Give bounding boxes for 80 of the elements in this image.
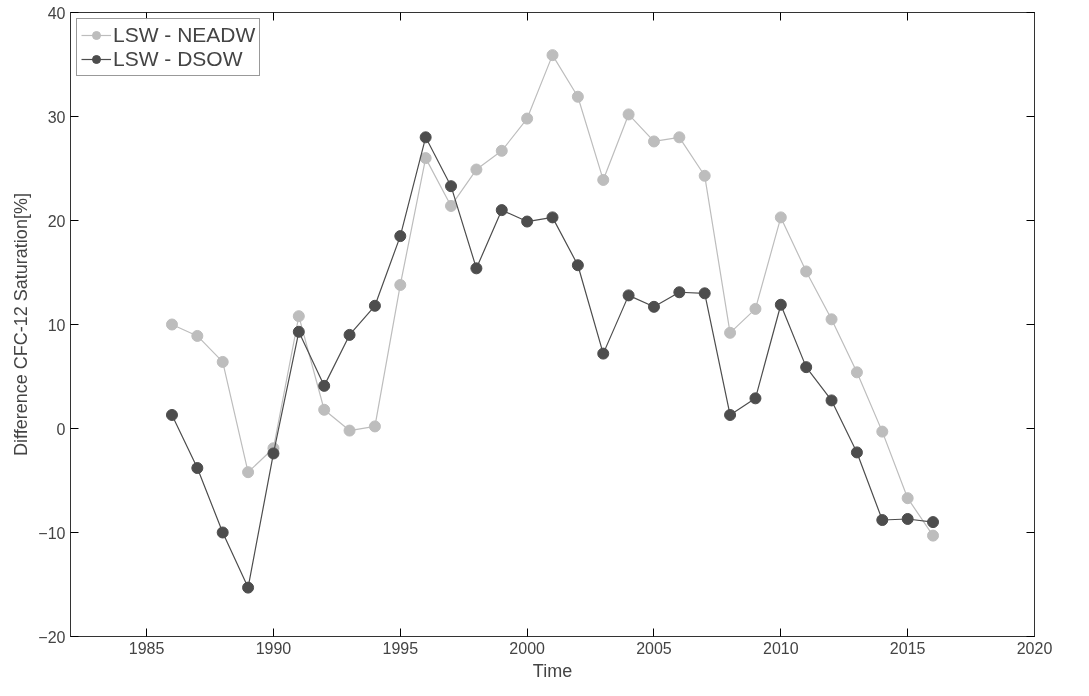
point [216, 355, 229, 368]
point [647, 300, 660, 313]
point [850, 366, 863, 379]
point [495, 204, 508, 217]
point [749, 392, 762, 405]
y-tick-label: −20 [38, 628, 66, 646]
x-tick-label: 2000 [509, 639, 546, 657]
y-tick-label: 30 [47, 108, 66, 126]
point [597, 173, 610, 186]
x-tick-label: 2005 [636, 639, 672, 657]
x-tick-label: 1985 [128, 639, 165, 657]
point [622, 108, 635, 121]
point [927, 516, 940, 529]
y-tick-label: 20 [47, 212, 66, 230]
point [318, 403, 331, 416]
point [368, 299, 381, 312]
point [800, 361, 813, 374]
point [191, 462, 204, 475]
legend-label: LSW - DSOW [113, 47, 243, 71]
point [774, 211, 787, 224]
y-axis-title: Difference CFC-12 Saturation[%] [11, 193, 32, 456]
point [495, 144, 508, 157]
point [470, 163, 483, 176]
x-tick-label: 2020 [1016, 639, 1053, 657]
point [673, 131, 686, 144]
point [546, 49, 559, 62]
point [622, 289, 635, 302]
point [876, 514, 889, 527]
point [470, 262, 483, 275]
point [165, 318, 178, 331]
point [571, 259, 584, 272]
point [825, 394, 838, 407]
point [698, 169, 711, 182]
point [191, 329, 204, 342]
y-tick-label: −10 [38, 524, 66, 542]
point [546, 211, 559, 224]
point [343, 424, 356, 437]
point [318, 379, 331, 392]
point [394, 230, 407, 243]
point [901, 492, 914, 505]
point [368, 420, 381, 433]
point [267, 447, 280, 460]
x-tick-label: 1990 [255, 639, 292, 657]
point [165, 408, 178, 421]
point [419, 152, 432, 165]
point [901, 512, 914, 525]
y-tick-label: 10 [47, 316, 66, 334]
point [242, 581, 255, 594]
point [292, 325, 305, 338]
point [292, 310, 305, 323]
point [521, 112, 534, 125]
point [394, 278, 407, 291]
point [927, 529, 940, 542]
point [597, 347, 610, 360]
point [419, 131, 432, 144]
x-axis-title: Time [532, 660, 573, 681]
point [774, 298, 787, 311]
x-tick-label: 2015 [889, 639, 926, 657]
point [445, 199, 458, 212]
point [647, 135, 660, 148]
point [673, 286, 686, 299]
point [343, 328, 356, 341]
point [216, 526, 229, 539]
point [698, 287, 711, 300]
point [876, 425, 889, 438]
point [571, 90, 584, 103]
x-tick-label: 1995 [382, 639, 419, 657]
y-tick-label: 40 [47, 4, 66, 22]
point [850, 446, 863, 459]
y-tick-label: 0 [56, 420, 66, 438]
x-tick-label: 2010 [763, 639, 799, 657]
point [242, 466, 255, 479]
point [445, 180, 458, 193]
legend-label: LSW - NEADW [113, 23, 256, 47]
point [724, 408, 737, 421]
point [521, 215, 534, 228]
point [800, 265, 813, 278]
point [749, 302, 762, 315]
point [724, 326, 737, 339]
point [825, 313, 838, 326]
